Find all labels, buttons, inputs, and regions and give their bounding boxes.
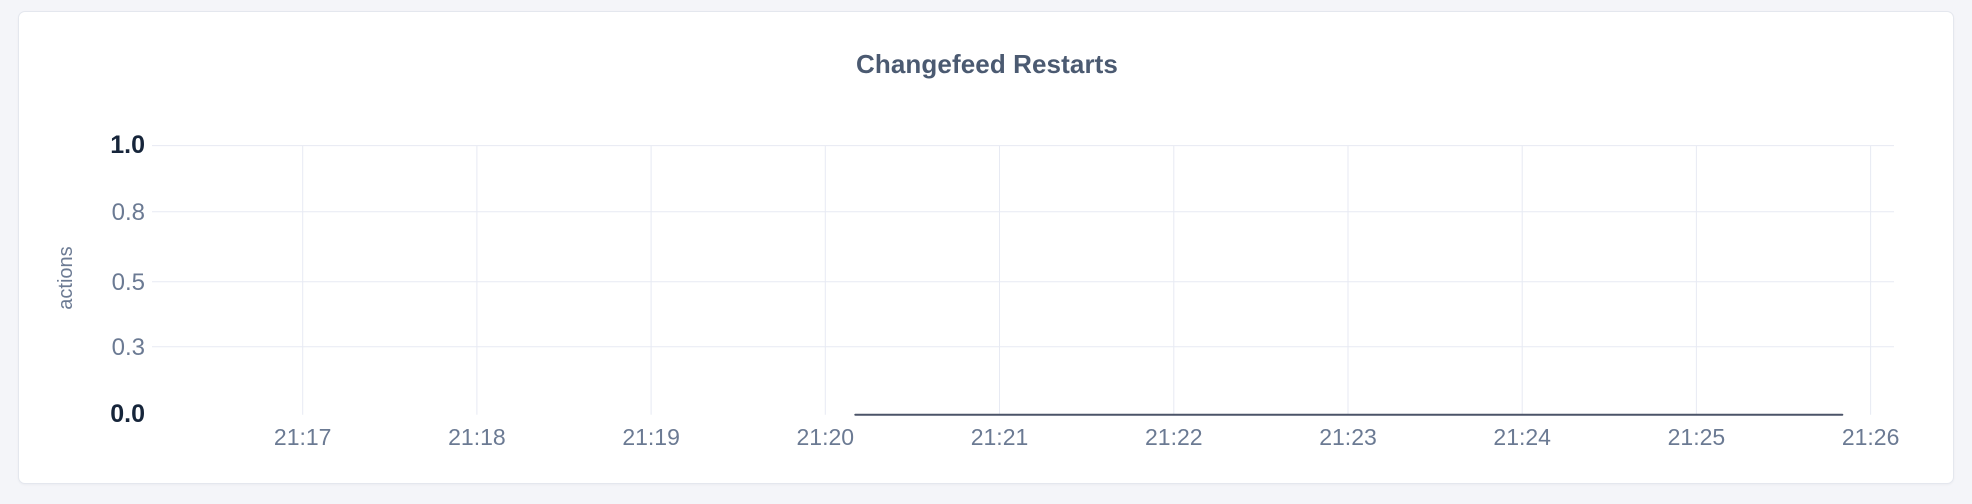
svg-text:21:23: 21:23 [1319,424,1377,450]
svg-text:21:18: 21:18 [448,424,506,450]
svg-text:21:17: 21:17 [274,424,332,450]
svg-text:21:26: 21:26 [1842,424,1900,450]
svg-text:1.0: 1.0 [110,131,145,159]
svg-text:0.8: 0.8 [112,199,145,226]
svg-text:21:24: 21:24 [1493,424,1551,450]
svg-text:21:21: 21:21 [971,424,1029,450]
svg-text:actions: actions [55,246,77,309]
svg-text:0.0: 0.0 [110,400,145,428]
svg-text:21:25: 21:25 [1668,424,1726,450]
svg-text:21:22: 21:22 [1145,424,1203,450]
svg-text:21:20: 21:20 [797,424,855,450]
svg-text:21:19: 21:19 [622,424,680,450]
svg-text:0.5: 0.5 [112,269,145,296]
svg-text:0.3: 0.3 [112,334,145,361]
